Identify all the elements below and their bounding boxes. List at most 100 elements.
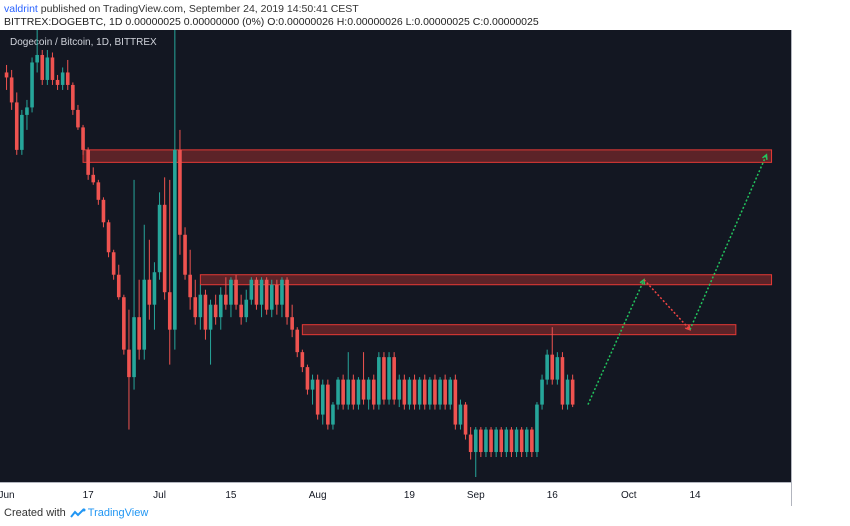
candle-body (285, 279, 289, 318)
price-chart[interactable]: 0.000000390.000000380.000000370.00000036… (0, 30, 850, 506)
candle-body (280, 279, 284, 305)
candle-body (473, 429, 478, 453)
candle-body (152, 272, 157, 305)
candle-body (545, 354, 549, 380)
candle-body (198, 294, 203, 318)
candle-body (387, 357, 391, 400)
time-tick-label: 15 (225, 490, 237, 501)
candle-body (127, 349, 131, 378)
candle-body (65, 72, 70, 85)
candle-body (453, 379, 458, 425)
candle-body (81, 127, 85, 150)
resistance-zone (199, 274, 773, 286)
candle-body (570, 379, 575, 405)
tradingview-brand-label: TradingView (87, 507, 149, 519)
candle-body (458, 404, 463, 425)
candle-body (326, 384, 330, 425)
candle-body (4, 72, 9, 78)
candle-body (468, 434, 473, 453)
candle-body (188, 274, 192, 298)
candle-body (259, 279, 264, 305)
candle-body (193, 297, 198, 318)
candle-body (173, 149, 177, 330)
candle-body (239, 304, 243, 318)
candle-body (254, 279, 259, 305)
candle-body (183, 234, 187, 275)
time-tick-label: 17 (83, 490, 95, 501)
time-tick-label: Sep (467, 490, 485, 501)
candle-body (428, 379, 432, 405)
candle-body (45, 57, 50, 80)
candle-body (40, 54, 45, 80)
candle-body (433, 379, 437, 405)
time-tick-label: 19 (404, 490, 416, 501)
candle-body (35, 54, 39, 63)
candle-body (218, 294, 223, 318)
candle-body (361, 379, 366, 400)
time-tick-label: Jun (0, 490, 15, 501)
candle-body (25, 107, 29, 115)
resistance-zone (82, 149, 773, 163)
publish-info: valdrint published on TradingView.com, S… (4, 3, 359, 15)
candle-body (208, 304, 213, 330)
symbol-info: BITTREX:DOGEBTC, 1D 0.00000025 0.0000000… (4, 16, 539, 28)
candle-body (14, 102, 19, 150)
tradingview-brand[interactable]: TradingView (69, 507, 149, 519)
candle-body (407, 379, 412, 405)
chart-title: Dogecoin / Bitcoin, 1D, BITTREX (10, 37, 157, 48)
price-axis-background (791, 30, 850, 506)
candle-body (122, 297, 126, 350)
plot-background (0, 30, 791, 482)
candle-body (366, 379, 371, 400)
projection-arrowhead (762, 153, 768, 160)
candle-body (509, 429, 514, 453)
candle-body (494, 429, 498, 453)
candle-body (116, 274, 121, 298)
candle-body (20, 114, 24, 150)
candle-body (382, 357, 386, 400)
candle-body (463, 404, 468, 435)
candle-body (499, 429, 504, 453)
candle-body (96, 182, 101, 200)
candle-body (341, 379, 345, 405)
candle-body (422, 379, 427, 405)
candle-body (555, 357, 560, 380)
tradingview-logo-icon (69, 507, 86, 518)
candle-body (60, 72, 65, 85)
candle-body (137, 317, 141, 350)
candle-body (234, 279, 238, 305)
candle-body (346, 379, 351, 405)
candle-body (448, 379, 453, 405)
created-with-text: Created with (4, 507, 66, 519)
candle-body (550, 354, 555, 380)
candle-body (142, 279, 147, 350)
candle-body (397, 379, 402, 400)
candle-body (167, 292, 172, 330)
candle-body (269, 284, 274, 310)
candle-body (224, 294, 228, 305)
candle-body (178, 149, 182, 235)
candle-body (91, 174, 96, 183)
author-link[interactable]: valdrint (4, 3, 38, 15)
candle-body (275, 284, 279, 305)
candle-body (540, 379, 544, 405)
candle-body (229, 279, 233, 305)
candle-body (76, 109, 80, 128)
candle-body (336, 379, 340, 405)
footer: Created with TradingView (4, 507, 148, 519)
projection-arrowhead (684, 324, 692, 331)
candle-body (479, 429, 483, 453)
candle-body (535, 404, 539, 453)
candle-body (489, 429, 493, 453)
candle-body (371, 379, 376, 405)
candle-body (524, 429, 529, 453)
candle-body (320, 384, 325, 415)
candle-body (50, 57, 55, 80)
time-tick-label: Aug (309, 490, 327, 501)
candle-body (310, 379, 315, 390)
resistance-zone (301, 324, 737, 336)
candle-body (147, 279, 152, 305)
candle-body (264, 279, 269, 310)
candle-body (438, 379, 442, 405)
candle-body (356, 379, 361, 405)
